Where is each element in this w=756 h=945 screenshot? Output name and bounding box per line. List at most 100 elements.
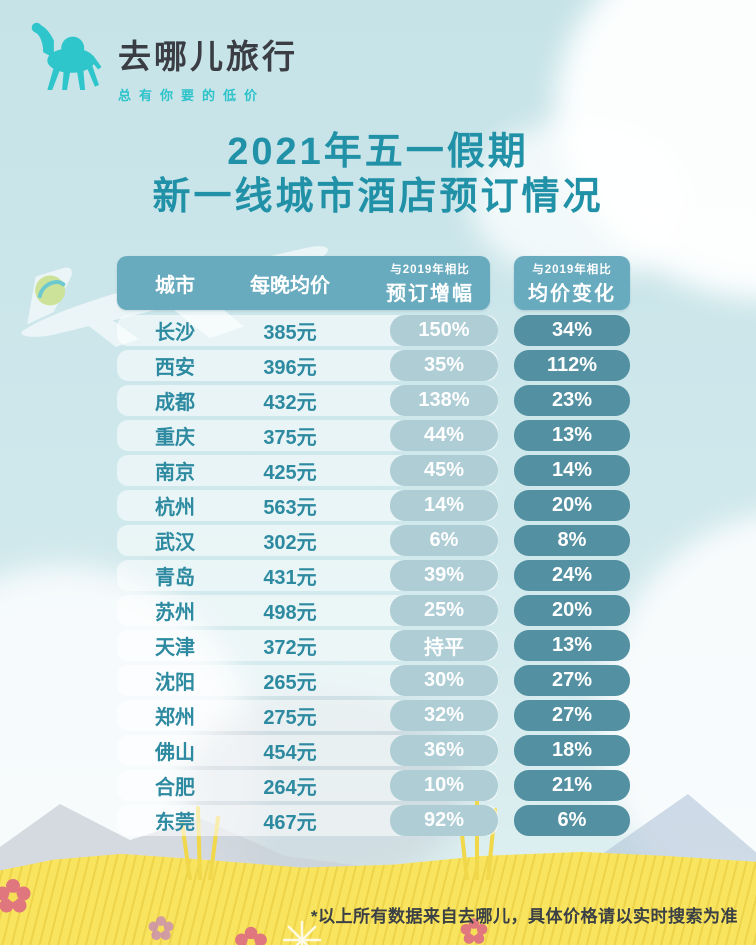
- cell-city: 杭州: [155, 497, 195, 519]
- row-bar: 长沙 385元 150%: [117, 315, 498, 346]
- row-bar: 天津 372元 持平: [117, 630, 498, 661]
- cell-avg-price: 275元: [263, 707, 317, 729]
- cell-price-change: 14%: [514, 455, 630, 486]
- header-price-change-label: 均价变化: [528, 282, 616, 305]
- row-bar: 青岛 431元 39%: [117, 560, 498, 591]
- header-booking-compare-note: 与2019年相比: [390, 263, 470, 276]
- grass-field-decoration: [0, 851, 756, 945]
- cell-price-change: 112%: [514, 350, 630, 381]
- title-line1: 2021年五一假期: [227, 131, 529, 173]
- data-source-footnote: *以上所有数据来自去哪儿，具体价格请以实时搜索为准: [310, 907, 738, 926]
- cell-city: 郑州: [155, 707, 195, 729]
- cell-price-change: 27%: [514, 700, 630, 731]
- cell-city: 天津: [155, 637, 195, 659]
- cell-booking-increase: 39%: [390, 560, 498, 591]
- cell-avg-price: 372元: [263, 637, 317, 659]
- cell-price-change: 23%: [514, 385, 630, 416]
- table-header-main: 城市 每晚均价 与2019年相比 预订增幅: [117, 256, 490, 310]
- cell-booking-increase: 10%: [390, 770, 498, 801]
- cell-avg-price: 375元: [263, 427, 317, 449]
- brand-text-block: 去哪儿旅行 总有你要的低价: [118, 20, 298, 104]
- brand-tagline: 总有你要的低价: [118, 88, 266, 103]
- cell-city: 长沙: [155, 322, 195, 344]
- cell-price-change: 13%: [514, 420, 630, 451]
- cell-avg-price: 265元: [263, 672, 317, 694]
- table-body: 长沙 385元 150% 34% 西安 396元 35% 112% 成都 432…: [117, 315, 630, 836]
- cell-city: 沈阳: [155, 672, 195, 694]
- flower-icon: [235, 926, 267, 945]
- brand-name: 去哪儿旅行: [118, 38, 298, 75]
- table-row: 佛山 454元 36% 18%: [117, 735, 630, 766]
- cell-avg-price: 432元: [263, 392, 317, 414]
- table-row: 合肥 264元 10% 21%: [117, 770, 630, 801]
- cell-price-change: 27%: [514, 665, 630, 696]
- row-bar: 成都 432元 138%: [117, 385, 498, 416]
- camel-logo-icon: [31, 22, 102, 90]
- table-row: 郑州 275元 32% 27%: [117, 700, 630, 731]
- row-bar: 西安 396元 35%: [117, 350, 498, 381]
- header-city: 城市: [155, 274, 195, 297]
- row-bar: 南京 425元 45%: [117, 455, 498, 486]
- cell-booking-increase: 6%: [390, 525, 498, 556]
- cell-city: 苏州: [155, 602, 195, 624]
- cell-booking-increase: 92%: [390, 805, 498, 836]
- cell-avg-price: 431元: [263, 567, 317, 589]
- cell-booking-increase: 32%: [390, 700, 498, 731]
- cell-avg-price: 302元: [263, 532, 317, 554]
- cell-avg-price: 385元: [263, 322, 317, 344]
- table-row: 青岛 431元 39% 24%: [117, 560, 630, 591]
- header-booking-label: 预订增幅: [386, 282, 474, 305]
- cell-avg-price: 454元: [263, 742, 317, 764]
- cloud-decoration: [470, 120, 690, 280]
- table-row: 武汉 302元 6% 8%: [117, 525, 630, 556]
- row-bar: 苏州 498元 25%: [117, 595, 498, 626]
- starburst-icon: [282, 920, 322, 945]
- cell-price-change: 21%: [514, 770, 630, 801]
- row-bar: 郑州 275元 32%: [117, 700, 498, 731]
- cell-avg-price: 467元: [263, 812, 317, 834]
- cell-price-change: 18%: [514, 735, 630, 766]
- cell-city: 重庆: [155, 427, 195, 449]
- cell-city: 武汉: [155, 532, 195, 554]
- row-bar: 合肥 264元 10%: [117, 770, 498, 801]
- cell-avg-price: 563元: [263, 497, 317, 519]
- row-bar: 重庆 375元 44%: [117, 420, 498, 451]
- table-row: 苏州 498元 25% 20%: [117, 595, 630, 626]
- table-row: 长沙 385元 150% 34%: [117, 315, 630, 346]
- cell-price-change: 34%: [514, 315, 630, 346]
- header-price-compare-note: 与2019年相比: [532, 263, 612, 276]
- row-bar: 武汉 302元 6%: [117, 525, 498, 556]
- cell-city: 合肥: [155, 777, 195, 799]
- row-bar: 沈阳 265元 30%: [117, 665, 498, 696]
- row-bar: 东莞 467元 92%: [117, 805, 498, 836]
- cell-booking-increase: 150%: [390, 315, 498, 346]
- title-line2: 新一线城市酒店预订情况: [152, 176, 604, 218]
- cell-city: 南京: [155, 462, 195, 484]
- table-row: 重庆 375元 44% 13%: [117, 420, 630, 451]
- flower-icon: [460, 918, 488, 944]
- table-row: 南京 425元 45% 14%: [117, 455, 630, 486]
- table-row: 东莞 467元 92% 6%: [117, 805, 630, 836]
- row-bar: 杭州 563元 14%: [117, 490, 498, 521]
- cell-booking-increase: 44%: [390, 420, 498, 451]
- cell-price-change: 20%: [514, 490, 630, 521]
- cell-booking-increase: 36%: [390, 735, 498, 766]
- poster-title: 2021年五一假期 新一线城市酒店预订情况: [0, 130, 756, 220]
- cell-booking-increase: 25%: [390, 595, 498, 626]
- table-row: 杭州 563元 14% 20%: [117, 490, 630, 521]
- table-row: 沈阳 265元 30% 27%: [117, 665, 630, 696]
- header-price: 每晚均价: [250, 274, 330, 297]
- cell-booking-increase: 14%: [390, 490, 498, 521]
- cell-price-change: 13%: [514, 630, 630, 661]
- cell-city: 成都: [155, 392, 195, 414]
- table-row: 西安 396元 35% 112%: [117, 350, 630, 381]
- cell-city: 佛山: [155, 742, 195, 764]
- cell-city: 东莞: [155, 812, 195, 834]
- cell-price-change: 24%: [514, 560, 630, 591]
- flower-icon: [0, 879, 31, 913]
- cell-price-change: 6%: [514, 805, 630, 836]
- cell-booking-increase: 30%: [390, 665, 498, 696]
- cell-avg-price: 396元: [263, 357, 317, 379]
- flower-icon: [148, 916, 174, 941]
